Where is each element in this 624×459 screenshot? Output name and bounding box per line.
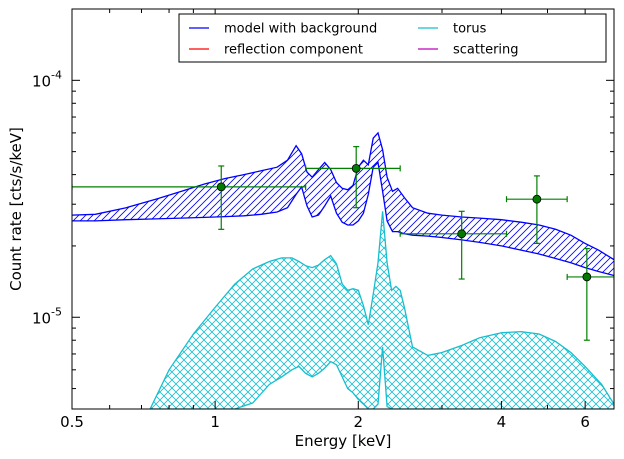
x-tick-label: 4 [497, 413, 507, 431]
legend: model with background torus reflection com… [178, 13, 607, 63]
legend-entry-model-with-background: model with background [189, 22, 377, 37]
data-marker [457, 229, 467, 239]
data-point-1 [72, 165, 307, 230]
data-point-5 [566, 247, 614, 341]
x-axis-label: Energy [keV] [295, 432, 392, 450]
legend-label: model with background [224, 22, 377, 37]
y-axis-label: Count rate [cts/s/keV] [7, 127, 25, 291]
legend-label: reflection component [224, 43, 363, 58]
data-points [72, 146, 614, 341]
y-tick-label: 10-4 [32, 68, 62, 90]
y-tick-base: 10 [32, 309, 51, 327]
torus-lower-line [150, 346, 614, 409]
data-point-2 [305, 146, 401, 209]
legend-label: scattering [453, 43, 519, 58]
data-marker [582, 272, 592, 282]
model-bands [72, 131, 614, 409]
x-tick-label: 0.5 [60, 413, 84, 431]
data-marker [351, 163, 361, 173]
axis-tick-labels: 0.5 1 2 4 610-510-4 [32, 68, 590, 431]
x-tick-label: 1 [210, 413, 220, 431]
y-tick-exponent: -5 [51, 305, 62, 318]
data-marker [532, 194, 542, 204]
legend-label: torus [453, 22, 487, 37]
y-tick-label: 10-5 [32, 305, 62, 327]
data-point-4 [505, 175, 568, 244]
plot-frame [71, 8, 615, 410]
torus-band-fill [150, 211, 614, 409]
x-tick-label: 6 [580, 413, 590, 431]
data-marker [216, 182, 226, 192]
legend-entry-torus: torus [418, 22, 487, 37]
x-tick-label: 2 [353, 413, 363, 431]
model-with-background-band-fill [72, 132, 614, 276]
legend-entry-reflection-component: reflection component [189, 43, 363, 58]
legend-entry-scattering: scattering [418, 43, 519, 58]
y-tick-base: 10 [32, 72, 51, 90]
model-with-background-lower-line [72, 161, 614, 277]
data-point-3 [399, 210, 508, 280]
y-tick-exponent: -4 [51, 68, 62, 81]
legend-box [178, 13, 607, 63]
torus-upper-line [149, 211, 614, 409]
